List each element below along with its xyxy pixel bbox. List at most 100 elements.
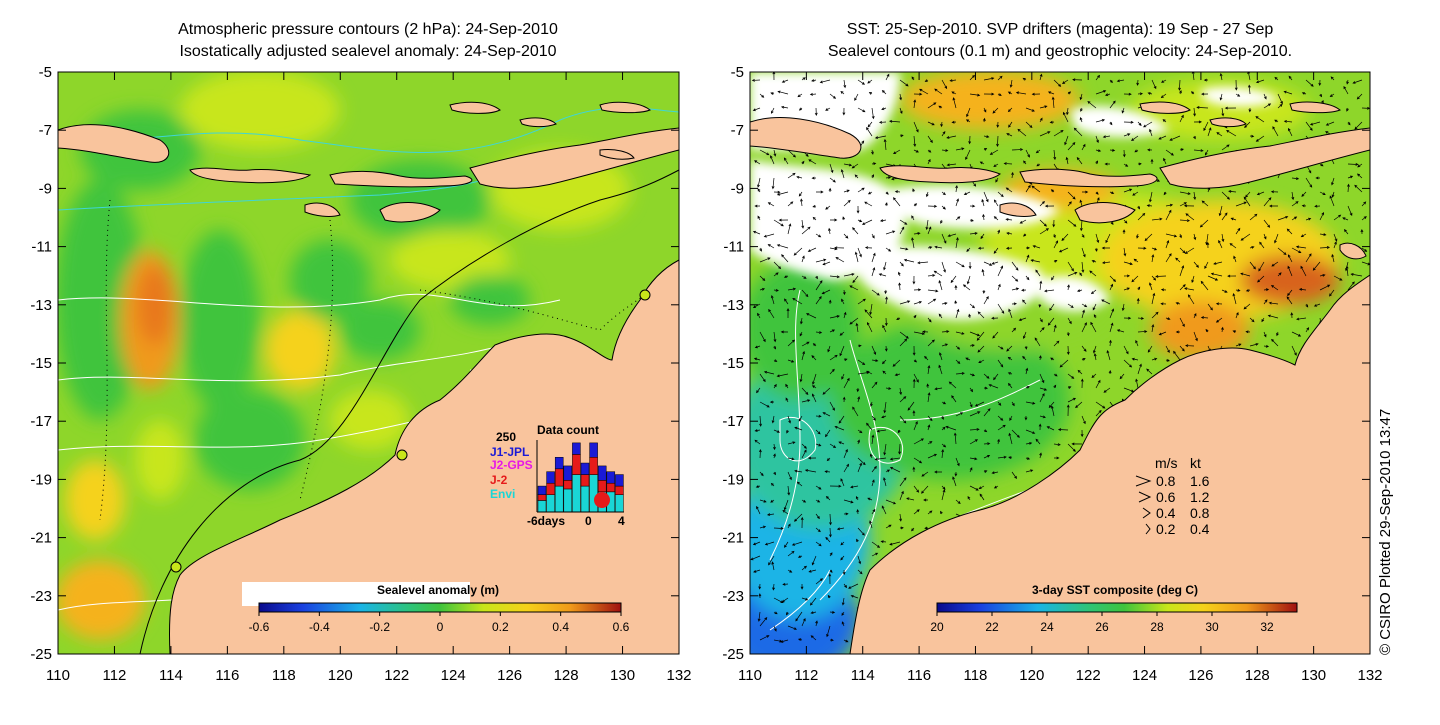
velocity-arrow	[1076, 289, 1083, 292]
velocity-arrow	[1220, 326, 1224, 333]
velocity-arrow	[815, 499, 821, 503]
velocity-arrow	[1067, 261, 1074, 272]
velocity-arrow	[771, 415, 775, 424]
velocity-arrow	[969, 439, 979, 445]
right-ytick-label: -5	[731, 64, 744, 81]
velocity-arrow	[1025, 457, 1031, 460]
velocity-arrow	[828, 227, 831, 235]
velocity-arrow	[772, 443, 776, 451]
velocity-arrow	[1179, 148, 1185, 152]
velocity-arrow	[983, 92, 995, 96]
velocity-arrow	[815, 280, 823, 291]
velocity-arrow	[969, 428, 980, 431]
velocity-arrow	[954, 300, 958, 305]
velocity-arrow	[1109, 275, 1117, 283]
velocity-arrow	[1314, 204, 1321, 208]
velocity-arrow	[969, 303, 975, 309]
velocity-arrow	[1162, 119, 1167, 123]
velocity-arrow	[927, 246, 933, 249]
velocity-arrow	[912, 466, 916, 473]
velocity-arrow	[759, 525, 767, 529]
velocity-arrow	[938, 352, 943, 361]
velocity-arrow	[1123, 219, 1128, 224]
velocity-arrow	[1261, 317, 1265, 323]
velocity-arrow	[866, 321, 873, 333]
velocity-arrow	[796, 481, 803, 487]
data-count-bars	[537, 442, 624, 513]
velocity-arrow	[1268, 301, 1279, 305]
velocity-arrow	[968, 313, 972, 319]
velocity-arrow	[1061, 79, 1069, 84]
velocity-arrow	[1309, 121, 1321, 126]
velocity-arrow	[1123, 345, 1129, 355]
velocity-arrow	[1011, 471, 1018, 480]
velocity-arrow	[896, 317, 901, 320]
velocity-arrow	[1103, 387, 1111, 393]
right-ytick-label: -15	[722, 355, 744, 372]
velocity-arrow	[1274, 76, 1279, 81]
velocity-arrow	[773, 383, 777, 389]
velocity-arrow	[1076, 156, 1083, 165]
velocity-arrow	[857, 247, 862, 258]
velocity-arrow	[826, 625, 831, 638]
velocity-arrow	[1008, 121, 1013, 128]
velocity-arrow	[1134, 149, 1139, 153]
left-xtick-label: 118	[272, 667, 296, 684]
velocity-arrow	[787, 223, 792, 235]
velocity-arrow	[927, 365, 931, 375]
velocity-arrow	[1006, 133, 1013, 137]
velocity-arrow	[889, 119, 901, 123]
velocity-arrow	[899, 79, 909, 87]
velocity-arrow	[838, 441, 845, 445]
velocity-arrow	[829, 638, 834, 642]
velocity-arrow	[1058, 247, 1069, 253]
velocity-arrow	[983, 191, 989, 203]
left-xtick-label: 120	[328, 667, 353, 684]
velocity-arrow	[1193, 191, 1197, 201]
velocity-arrow	[822, 412, 831, 417]
velocity-arrow	[1048, 401, 1055, 409]
velocity-arrow	[1235, 288, 1241, 292]
right-velocity-arrows	[750, 72, 1370, 644]
right-xtick-label: 124	[1132, 667, 1157, 684]
left-ytick-label: -21	[30, 530, 52, 547]
velocity-arrow	[781, 79, 789, 83]
velocity-arrow	[871, 434, 875, 445]
velocity-arrow	[885, 499, 897, 505]
velocity-arrow	[1288, 75, 1293, 81]
velocity-arrow	[997, 191, 1004, 198]
velocity-arrow	[856, 205, 860, 214]
velocity-arrow	[868, 91, 873, 95]
velocity-arrow	[924, 355, 929, 361]
velocity-arrow	[1249, 261, 1256, 270]
velocity-arrow	[1270, 190, 1279, 194]
velocity-arrow	[1277, 247, 1287, 256]
velocity-arrow	[857, 439, 860, 445]
velocity-arrow	[1065, 107, 1069, 116]
velocity-arrow	[867, 79, 873, 84]
velocity-arrow	[787, 485, 791, 496]
velocity-arrow	[840, 90, 845, 95]
velocity-arrow	[1109, 121, 1113, 126]
velocity-arrow	[1079, 219, 1083, 232]
velocity-arrow	[885, 247, 892, 252]
velocity-arrow	[1148, 282, 1153, 291]
velocity-arrow	[811, 355, 817, 361]
velocity-arrow	[755, 485, 761, 488]
velocity-arrow	[927, 415, 933, 422]
velocity-arrow	[885, 191, 889, 195]
velocity-arrow	[927, 441, 933, 445]
velocity-arrow	[1343, 85, 1349, 95]
velocity-arrow	[801, 449, 807, 459]
velocity-arrow	[1136, 233, 1139, 239]
velocity-arrow	[815, 578, 824, 585]
velocity-arrow	[758, 583, 762, 590]
velocity-arrow	[773, 526, 784, 530]
velocity-arrow	[1204, 149, 1209, 156]
velocity-arrow	[1277, 215, 1289, 221]
velocity-arrow	[883, 401, 887, 414]
legend-j1-jpl: J1-JPL	[490, 445, 529, 459]
velocity-arrow	[1216, 132, 1223, 137]
velocity-arrow	[787, 359, 795, 363]
velocity-arrow	[1089, 270, 1097, 277]
